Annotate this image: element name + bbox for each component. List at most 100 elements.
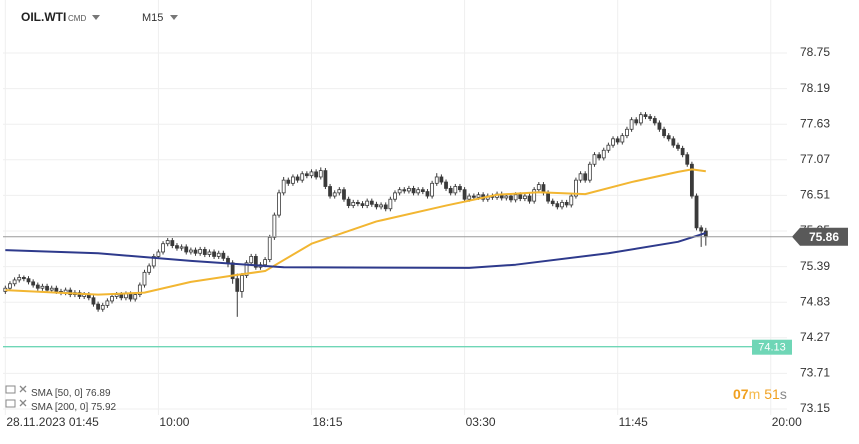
y-tick-label: 74.27 — [800, 330, 830, 344]
candle-body — [458, 186, 462, 191]
candle-body — [323, 170, 328, 187]
candle-body — [606, 144, 611, 151]
legend-remove[interactable] — [19, 399, 27, 407]
candle-body — [295, 176, 300, 181]
candle-body — [699, 227, 704, 232]
candle-body — [281, 179, 286, 194]
candle-body — [536, 184, 541, 191]
candle-body — [601, 149, 606, 159]
candle-body — [652, 118, 657, 124]
candle-body — [564, 201, 569, 206]
candle-body — [184, 246, 189, 253]
candle-body — [666, 135, 671, 140]
symbol-dropdown[interactable] — [92, 15, 100, 20]
candle-body — [165, 240, 170, 245]
candle-body — [17, 277, 22, 281]
candle-body — [114, 294, 119, 297]
candle-body — [137, 284, 142, 295]
candle-body — [560, 201, 564, 208]
candle-body — [124, 293, 128, 299]
x-tick-label: 20:00 — [772, 415, 802, 429]
last-price-label: 75.86 — [809, 230, 839, 244]
candle-body — [416, 189, 421, 194]
last-price-box — [792, 227, 848, 246]
candle-body — [694, 195, 699, 229]
candle-body — [430, 182, 435, 197]
sma-line — [5, 168, 706, 296]
candle-body — [620, 135, 625, 143]
candle-body — [212, 251, 216, 257]
candle-body — [142, 271, 147, 286]
candle-body — [105, 300, 110, 306]
candle-body — [263, 259, 268, 266]
candle-body — [615, 138, 620, 143]
y-tick-label: 77.07 — [800, 152, 830, 166]
candle-body — [578, 173, 583, 181]
candle-body — [439, 176, 444, 183]
legend-icon[interactable] — [5, 399, 16, 408]
candle-body — [8, 283, 12, 289]
candle-body — [267, 236, 272, 261]
candle-body — [555, 203, 560, 208]
candle-body — [133, 294, 138, 300]
candle-body — [527, 195, 532, 202]
candle-body — [550, 200, 555, 205]
candle-body — [328, 186, 332, 197]
y-tick-label: 75.39 — [800, 259, 830, 273]
candle-body — [291, 176, 295, 184]
candle-body — [597, 154, 602, 159]
level-label: 74.13 — [758, 342, 786, 354]
candle-body — [342, 189, 346, 200]
candle-body — [309, 171, 314, 177]
candle-body — [365, 200, 370, 206]
candle-body — [587, 163, 592, 181]
legend-remove[interactable] — [19, 385, 27, 393]
candle-body — [300, 173, 305, 181]
candle-body — [346, 198, 351, 206]
candle-body — [583, 173, 588, 181]
candle-body — [31, 281, 36, 286]
candle-body — [509, 195, 513, 201]
candle-body — [643, 114, 648, 117]
candle-body — [272, 214, 277, 238]
x-tick-label: 10:00 — [159, 415, 189, 429]
candle-body — [638, 114, 643, 124]
candle-body — [448, 188, 453, 194]
candle-body — [629, 119, 634, 130]
candle-body — [193, 249, 198, 254]
candle-body — [393, 192, 397, 200]
legend-icon[interactable] — [5, 385, 16, 394]
candle-body — [513, 194, 518, 201]
candle-body — [235, 278, 240, 292]
legend-label: SMA [200, 0] 75.92 — [31, 402, 117, 413]
candle-body — [91, 297, 96, 305]
level-label-box — [752, 339, 792, 355]
candle-body — [634, 119, 639, 124]
y-tick-label: 73.71 — [800, 366, 830, 380]
candle-body — [379, 204, 383, 208]
candle-body — [369, 200, 374, 205]
candle-body — [175, 245, 179, 249]
sma-line — [5, 231, 707, 269]
candle-body — [45, 285, 49, 291]
candle-body — [35, 284, 40, 289]
timeframe-dropdown[interactable] — [170, 15, 178, 20]
legend-label: SMA [50, 0] 76.89 — [31, 388, 111, 399]
candle-body — [425, 191, 430, 197]
candle-body — [411, 188, 416, 194]
candle-body — [383, 204, 388, 210]
candle-body — [249, 256, 254, 264]
x-tick-label: 28.11.2023 01:45 — [6, 415, 99, 429]
candle-body — [332, 192, 337, 197]
candle-body — [110, 296, 114, 302]
candle-body — [522, 195, 527, 199]
candle-body — [407, 188, 411, 192]
candle-body — [671, 138, 676, 146]
x-tick-label: 18:15 — [312, 415, 342, 429]
candle-body — [226, 257, 230, 264]
header: OIL.WTI CMD M15 — [21, 10, 178, 24]
candle-body — [286, 179, 291, 184]
x-tick-label: 03:30 — [466, 415, 496, 429]
candle-body — [611, 138, 615, 146]
